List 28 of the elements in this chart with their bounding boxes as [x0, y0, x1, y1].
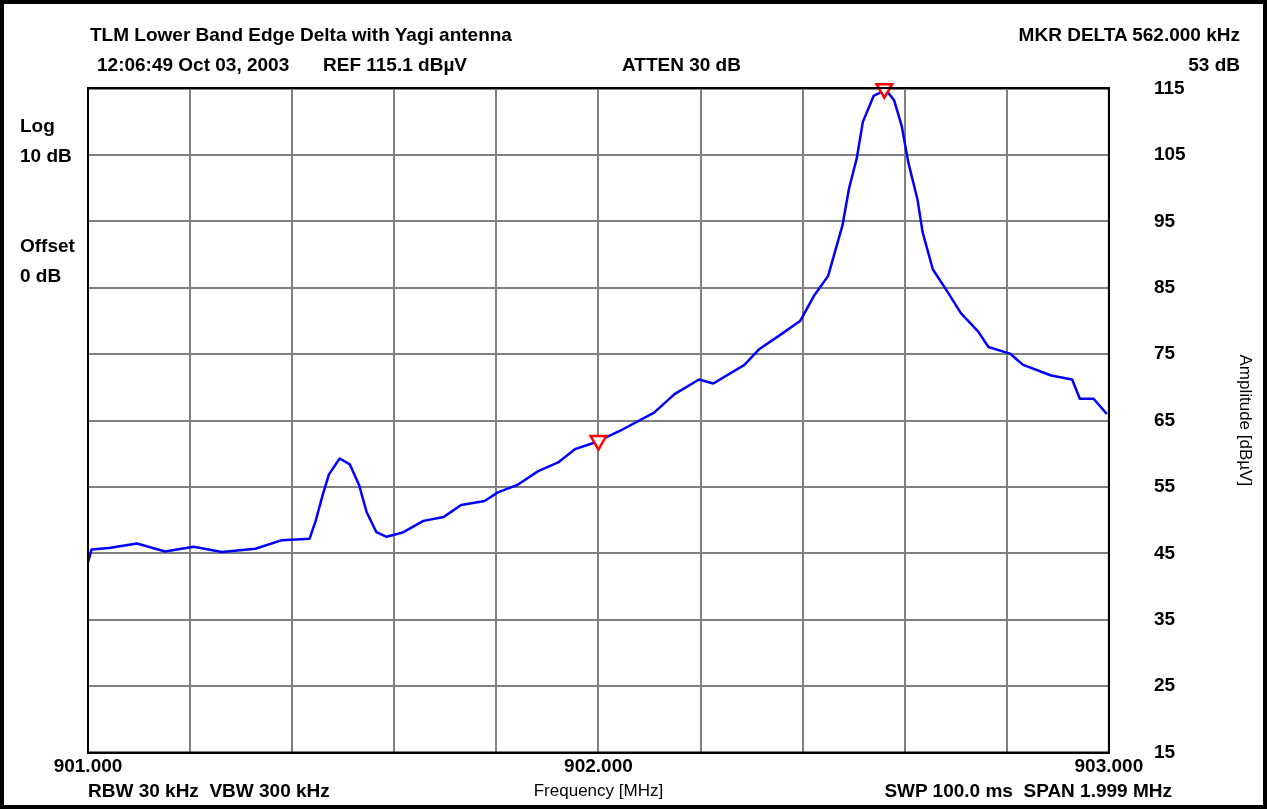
y-tick-label: 75	[1153, 342, 1176, 364]
x-tick-label: 901.000	[53, 755, 123, 777]
x-tick-label: 903.000	[1074, 755, 1144, 777]
x-axis-title: Frequency [MHz]	[533, 781, 664, 801]
y-tick-label: 35	[1153, 608, 1176, 630]
y-tick-label: 25	[1153, 674, 1176, 696]
text: MKR DELTA 562.000 kHz	[1018, 24, 1240, 46]
y-tick-label: 115	[1153, 76, 1185, 98]
text: Offset	[20, 235, 75, 257]
text: 0 dB	[20, 265, 62, 287]
text: RBW 30 kHz VBW 300 kHz	[88, 780, 330, 802]
y-tick-label: 95	[1153, 209, 1176, 231]
text: Log	[20, 115, 55, 137]
y-tick-label: 55	[1153, 475, 1176, 497]
y-tick-label: 105	[1153, 143, 1187, 165]
text: REF 115.1 dBµV	[323, 54, 468, 76]
y-tick-label: 45	[1153, 541, 1176, 563]
text: 12:06:49 Oct 03, 2003	[97, 54, 290, 76]
text: 10 dB	[20, 145, 72, 167]
text: ATTEN 30 dB	[622, 54, 741, 76]
text: 53 dB	[1188, 54, 1240, 76]
text: SWP 100.0 ms SPAN 1.999 MHz	[884, 780, 1172, 802]
y-axis-title: Amplitude [dBµV]	[1236, 354, 1256, 487]
y-tick-label: 15	[1153, 740, 1176, 762]
x-tick-label: 902.000	[564, 755, 633, 777]
chart-title: TLM Lower Band Edge Delta with Yagi antenna	[90, 24, 512, 46]
y-tick-label: 85	[1153, 276, 1176, 298]
y-tick-label: 65	[1153, 408, 1176, 430]
